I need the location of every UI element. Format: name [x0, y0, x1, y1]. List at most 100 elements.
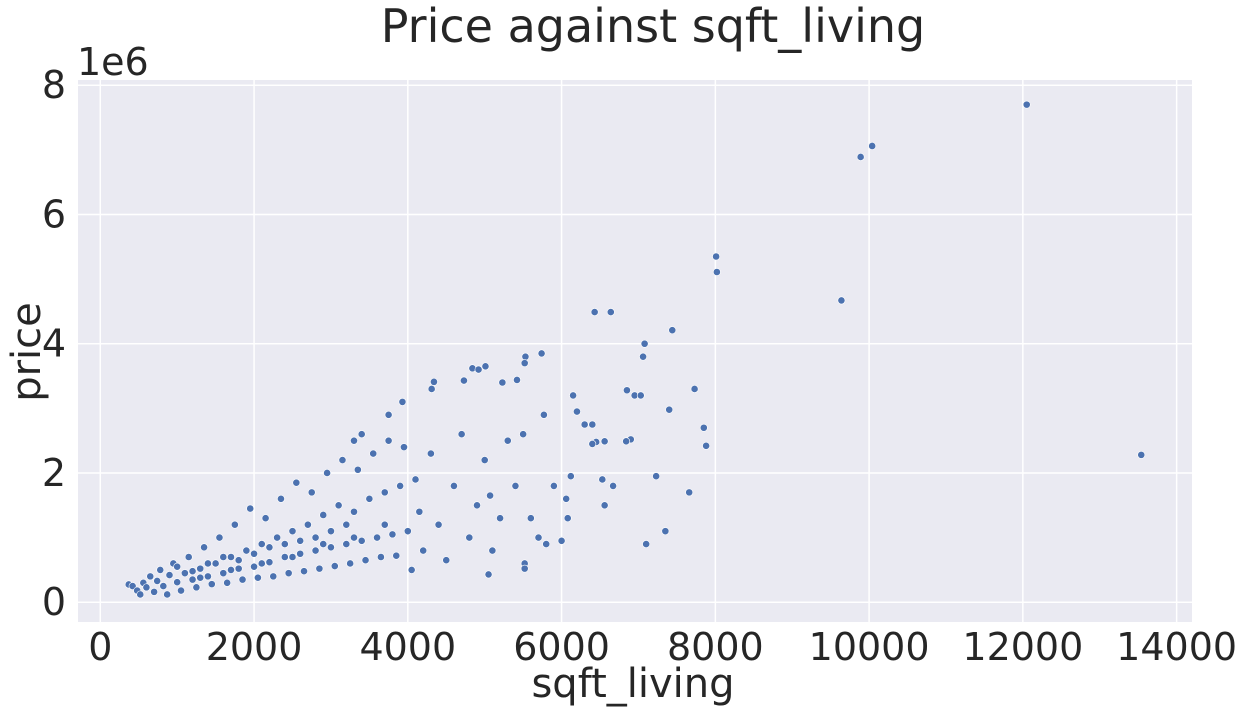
scatter-point: [227, 553, 235, 561]
scatter-point: [498, 378, 507, 387]
scatter-point: [234, 556, 243, 565]
chart-title: Price against sqft_living: [381, 0, 925, 53]
x-tick-label: 10000: [809, 625, 930, 669]
scatter-point: [542, 540, 551, 548]
scatter-point: [534, 533, 543, 542]
scatter-point: [219, 569, 228, 578]
y-tick-label: 8: [42, 63, 66, 107]
scatter-point: [588, 439, 597, 448]
scatter-point: [665, 405, 674, 414]
scatter-point: [685, 488, 694, 497]
x-tick-label: 8000: [667, 625, 764, 669]
scatter-point: [690, 385, 699, 393]
scatter-point: [526, 514, 535, 523]
plot-background: [78, 80, 1192, 622]
scatter-point: [520, 564, 529, 573]
scatter-point: [369, 449, 378, 458]
scatter-point: [353, 465, 362, 474]
scatter-point: [384, 436, 393, 445]
scatter-point: [273, 533, 282, 542]
scatter-point: [350, 533, 358, 542]
scatter-point: [146, 572, 155, 581]
x-tick-label: 12000: [962, 625, 1083, 669]
scatter-point: [319, 540, 328, 548]
scatter-point: [204, 559, 212, 568]
scatter-point: [473, 501, 481, 510]
scatter-point: [327, 527, 335, 536]
scatter-point: [407, 566, 416, 574]
scatter-point: [668, 326, 677, 335]
scatter-point: [196, 564, 205, 573]
scatter-point: [227, 566, 235, 574]
x-tick-label: 14000: [1116, 625, 1236, 669]
scatter-point: [539, 410, 548, 419]
scatter-point: [1022, 100, 1031, 109]
y-tick-label: 4: [42, 322, 66, 366]
scatter-point: [442, 556, 451, 565]
scatter-point: [622, 437, 631, 446]
scatter-point: [136, 590, 145, 599]
scatter-point: [153, 576, 162, 585]
scatter-point: [427, 385, 436, 393]
scatter-point: [311, 533, 320, 542]
scatter-point: [159, 582, 168, 590]
scatter-point: [430, 377, 438, 386]
scatter-point: [606, 308, 615, 316]
x-tick-label: 2000: [206, 625, 303, 669]
scatter-point: [600, 437, 609, 446]
scatter-point: [639, 352, 647, 361]
scatter-point: [254, 573, 262, 582]
scatter-point: [640, 339, 649, 348]
scatter-point: [192, 583, 201, 592]
scatter-point: [486, 491, 494, 500]
scatter-point: [480, 456, 489, 464]
scatter-point: [380, 488, 389, 497]
scatter-point: [346, 559, 355, 568]
scatter-point: [609, 482, 617, 490]
scatter-point: [588, 420, 597, 429]
scatter-point: [380, 520, 389, 529]
scatter-point: [288, 527, 297, 536]
scatter-point: [219, 553, 228, 561]
scatter-point: [342, 540, 351, 548]
scatter-point: [211, 559, 220, 568]
scatter-point: [712, 268, 721, 276]
scatter-point: [856, 153, 865, 161]
scatter-point: [196, 573, 205, 582]
scatter-point: [661, 527, 670, 536]
scatter-point: [296, 549, 305, 558]
scatter-point: [377, 553, 385, 561]
scatter-point: [361, 556, 370, 565]
x-tick-label: 4000: [359, 625, 456, 669]
scatter-point: [250, 562, 258, 571]
scatter-point: [323, 469, 331, 477]
scatter-point: [434, 520, 443, 529]
scatter-point: [450, 482, 458, 490]
scatter-point: [521, 352, 530, 361]
scatter-point: [338, 456, 347, 464]
scatter-point: [165, 571, 174, 579]
scatter-point: [188, 575, 197, 584]
scatter-point: [319, 511, 328, 519]
scatter-point: [837, 296, 846, 305]
scatter-point: [600, 501, 609, 510]
scatter-point: [460, 376, 468, 385]
scatter-point: [537, 349, 546, 358]
scatter-point: [400, 443, 408, 452]
scatter-point: [549, 482, 558, 490]
scatter-point: [868, 142, 877, 150]
scatter-point: [246, 504, 255, 513]
x-tick-label: 0: [88, 625, 112, 669]
scatter-point: [280, 540, 289, 548]
scatter-point: [566, 472, 575, 481]
scatter-point: [300, 567, 308, 576]
scatter-point: [188, 567, 197, 576]
scatter-point: [204, 572, 212, 581]
scatter-point: [511, 482, 520, 490]
scatter-point: [288, 553, 297, 561]
scatter-point: [296, 536, 305, 545]
y-offset-label: 1e6: [77, 40, 149, 84]
scatter-point: [277, 494, 285, 503]
scatter-point: [403, 527, 412, 536]
